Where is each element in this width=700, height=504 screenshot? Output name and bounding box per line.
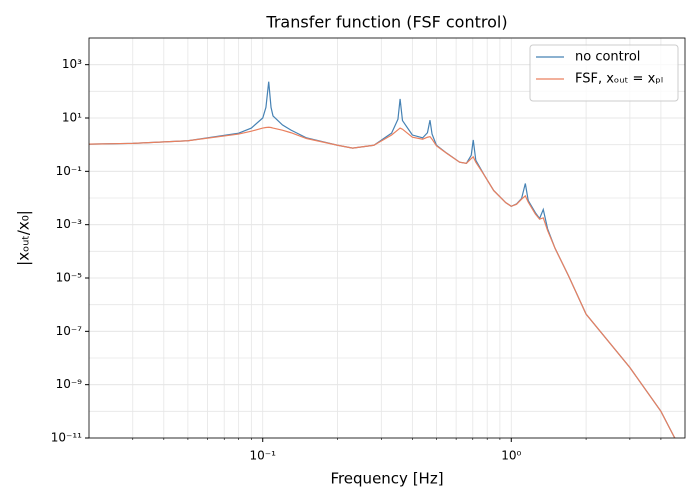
y-tick-label: 10⁻³ [56,217,83,231]
y-tick-label: 10¹ [62,111,82,125]
x-tick-label: 10⁰ [501,449,521,463]
chart-title: Transfer function (FSF control) [265,13,507,32]
x-tick-label: 10⁻¹ [250,449,277,463]
y-tick-label: 10⁻⁵ [56,271,83,285]
line-series [89,126,676,438]
legend: no control FSF, xₒᵤₜ = xₚₗ [529,44,679,102]
y-tick-label: 10⁻¹¹ [51,431,82,445]
y-tick-label: 10⁻⁹ [56,377,83,391]
plot-area [89,81,676,438]
y-tick-label: 10³ [62,57,82,71]
y-tick-label: 10⁻⁷ [56,324,83,338]
legend-label: FSF, xₒᵤₜ = xₚₗ [575,72,663,87]
y-tick-label: 10⁻¹ [56,164,83,178]
ticks: 10⁻¹ 10⁰ 10⁻¹¹ 10⁻⁹ 10⁻⁷ 10⁻⁵ 10⁻³ 10⁻¹ 10¹ 10³ [51,57,662,463]
axes-frame [88,37,686,439]
legend-box [529,44,679,102]
legend-label: no control [575,50,640,65]
y-axis-label: |xₒᵤₜ/x₀| [15,210,33,266]
x-axis-label: Frequency [Hz] [330,470,443,488]
